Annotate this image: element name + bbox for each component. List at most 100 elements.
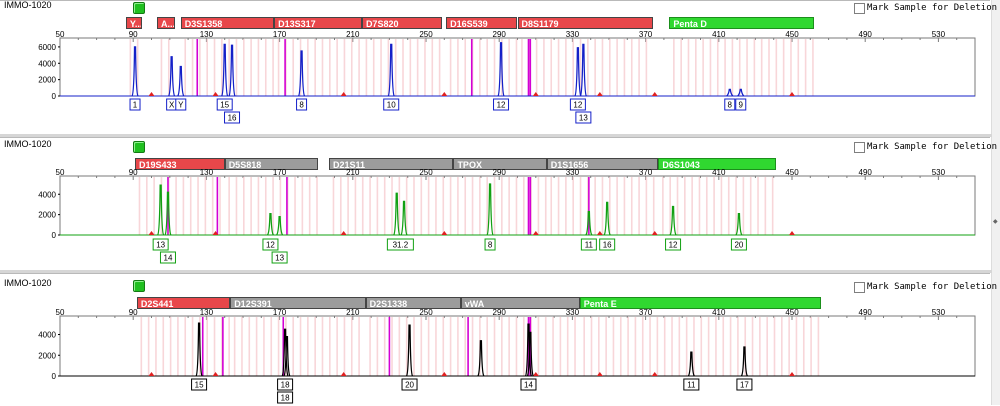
bin-column (339, 177, 342, 235)
bin-column (250, 177, 252, 235)
allele-label: 12 (497, 101, 506, 110)
bin-column (773, 317, 776, 376)
bin-column (160, 39, 163, 96)
sample-color-button[interactable] (133, 2, 145, 14)
bin-column (416, 39, 419, 96)
bin-column (764, 177, 767, 235)
locus-marker[interactable]: D13S317 (274, 17, 362, 29)
x-tick-label: 250 (419, 168, 433, 177)
artifact-peak (789, 92, 795, 96)
allele-label-box (191, 378, 208, 391)
bin-column (391, 317, 393, 376)
x-tick-label: 170 (273, 30, 287, 39)
sample-panel-1: IMMO-1020 Mark Sample for Deletion Y... A… (0, 0, 997, 135)
bin-column (263, 317, 265, 376)
allele-label-box (724, 98, 736, 111)
bin-column (199, 39, 201, 96)
bin-column (810, 317, 812, 376)
allele-label: 16 (228, 114, 237, 123)
locus-marker[interactable]: D2S441 (136, 297, 231, 309)
scrollbar[interactable]: ◆ (991, 0, 1000, 405)
locus-marker[interactable]: D12S391 (230, 297, 366, 309)
peak (524, 323, 533, 377)
locus-marker[interactable]: D5S818 (224, 158, 319, 170)
locus-marker[interactable]: D8S1179 (517, 17, 653, 29)
bin-column (413, 317, 415, 376)
bin-column (405, 317, 408, 376)
allele-label: 9 (739, 101, 744, 110)
y-tick-label: 4000 (38, 331, 56, 340)
allele-label-box (401, 378, 418, 391)
sample-color-button[interactable] (133, 141, 145, 153)
peak (221, 43, 229, 97)
bin-column (605, 317, 607, 376)
bin-column (314, 317, 316, 376)
peak (526, 331, 534, 377)
peak (195, 322, 203, 377)
bin-column (243, 39, 245, 96)
bin-column (138, 177, 141, 235)
bin-column (435, 317, 437, 376)
locus-marker[interactable]: Y... (125, 17, 143, 29)
locus-marker[interactable]: Penta E (579, 297, 822, 309)
bin-column (427, 317, 430, 376)
bin-column (175, 177, 177, 235)
bin-column (713, 177, 715, 235)
sample-color-button[interactable] (133, 280, 145, 292)
locus-marker[interactable]: D3S1358 (180, 17, 275, 29)
locus-marker[interactable]: A... (156, 17, 176, 29)
scroll-arrow-icon[interactable]: ◆ (993, 219, 998, 225)
locus-marker[interactable]: D6S1043 (658, 158, 776, 170)
bin-column (724, 39, 726, 96)
locus-marker[interactable]: vWA (460, 297, 580, 309)
bin-column (552, 317, 554, 376)
bin-column (543, 39, 545, 96)
locus-marker[interactable]: TPOX (453, 158, 547, 170)
bin-column (189, 177, 192, 235)
bin-column (583, 317, 585, 376)
bin-column (191, 39, 194, 96)
mark-deletion-checkbox[interactable] (854, 282, 865, 293)
bin-column (678, 317, 681, 376)
bin-column (656, 317, 659, 376)
bin-column (365, 39, 368, 96)
bin-column (391, 177, 393, 235)
electropherogram-plot: 50 90 130 170 210 250 290 330 370 410 450 490 530400… (38, 168, 976, 264)
bin-column (354, 177, 357, 235)
bin-column (671, 317, 673, 376)
peak (157, 184, 165, 236)
bin-column (358, 39, 360, 96)
artifact-peak (148, 372, 155, 376)
x-tick-label: 370 (639, 168, 653, 177)
bin-column (479, 39, 481, 96)
mark-deletion-checkbox[interactable] (854, 142, 865, 153)
bin-column (332, 177, 335, 235)
locus-marker[interactable]: D2S1338 (365, 297, 461, 309)
allele-label-box (277, 378, 294, 391)
bin-column (369, 177, 371, 235)
mark-deletion-checkbox[interactable] (854, 3, 865, 14)
peak (585, 210, 593, 236)
locus-marker[interactable]: D19S433 (135, 158, 225, 170)
bin-column (634, 317, 637, 376)
bin-column (515, 317, 518, 376)
bin-column (204, 177, 207, 235)
locus-marker[interactable]: D7S820 (361, 17, 443, 29)
peak (405, 324, 414, 377)
bin-column (153, 177, 155, 235)
bin-column (638, 39, 640, 96)
locus-marker[interactable]: D16S539 (446, 17, 518, 29)
x-tick-label: 410 (712, 168, 726, 177)
locus-marker[interactable]: D1S1656 (546, 158, 659, 170)
artifact-peak (789, 372, 795, 376)
bin-column (286, 177, 289, 235)
y-tick-label: 4000 (38, 59, 56, 68)
x-tick-label: 290 (493, 30, 507, 39)
bin-column (508, 39, 510, 96)
locus-marker[interactable]: Penta D (669, 17, 814, 29)
bin-column (250, 39, 252, 96)
bin-column (167, 39, 170, 96)
bin-column (394, 39, 397, 96)
locus-marker[interactable]: D21S11 (329, 158, 454, 170)
bin-column (698, 177, 701, 235)
